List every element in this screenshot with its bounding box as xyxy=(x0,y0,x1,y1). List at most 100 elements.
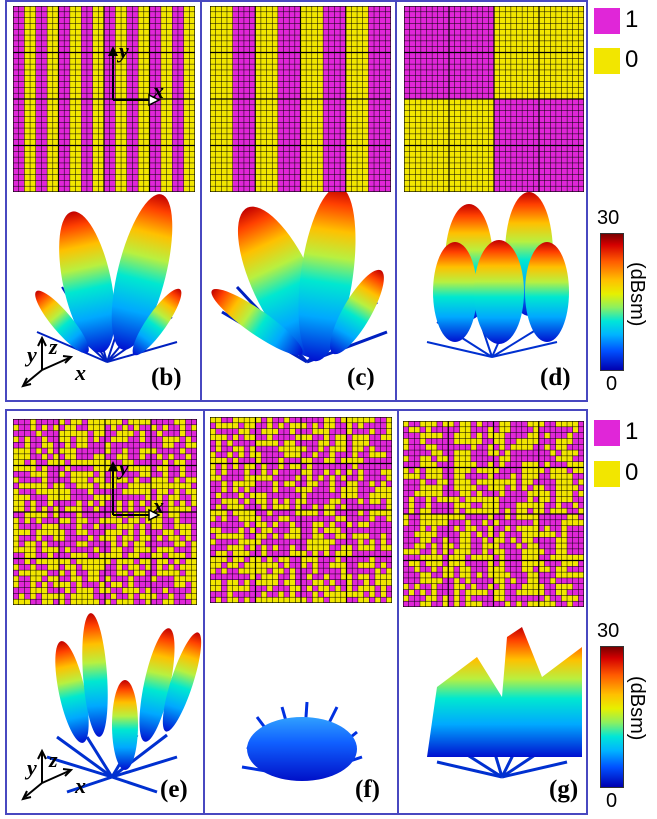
coding-element xyxy=(189,6,195,13)
coding-element xyxy=(126,186,133,192)
coding-element xyxy=(41,570,48,577)
coding-element xyxy=(110,558,117,565)
coding-element xyxy=(522,180,529,187)
coding-element xyxy=(18,6,25,13)
coding-element xyxy=(505,64,512,71)
coding-element xyxy=(98,99,105,106)
coding-element xyxy=(357,139,364,146)
coding-element xyxy=(227,428,234,435)
coding-element xyxy=(522,81,529,88)
coding-element xyxy=(510,116,517,123)
coding-element xyxy=(272,17,279,24)
coding-element xyxy=(482,75,489,82)
coding-element xyxy=(168,535,175,542)
coding-element xyxy=(260,81,267,88)
coding-element xyxy=(191,552,197,559)
coding-element xyxy=(93,459,100,466)
coding-element xyxy=(151,500,158,507)
coding-element xyxy=(18,46,25,53)
coding-element xyxy=(329,492,336,499)
coding-element xyxy=(166,17,173,24)
coding-element xyxy=(172,23,179,30)
coding-element xyxy=(179,523,186,530)
coding-element xyxy=(18,471,25,478)
coding-element xyxy=(191,424,197,431)
coding-element xyxy=(260,93,267,100)
coding-element xyxy=(550,110,557,117)
coding-element xyxy=(494,69,500,77)
coding-element xyxy=(289,568,296,575)
coding-element xyxy=(53,535,60,542)
coding-element xyxy=(232,480,239,488)
coding-element xyxy=(47,122,54,129)
coding-element xyxy=(110,442,117,449)
coding-element xyxy=(52,6,59,13)
coding-element xyxy=(98,133,105,140)
coding-element xyxy=(572,17,579,24)
coding-element xyxy=(306,434,313,441)
coding-element xyxy=(24,430,31,437)
coding-element xyxy=(380,539,387,546)
coding-element xyxy=(386,480,392,488)
coding-element xyxy=(93,482,100,490)
coding-element xyxy=(385,104,391,111)
coding-element xyxy=(346,480,353,488)
coding-element xyxy=(132,128,139,135)
coding-element xyxy=(311,133,318,140)
coding-element xyxy=(482,145,489,152)
coding-element xyxy=(189,162,195,170)
coding-element xyxy=(133,570,140,577)
coding-element xyxy=(69,29,76,36)
coding-element xyxy=(510,122,517,129)
coding-element xyxy=(380,417,387,424)
coding-element xyxy=(99,587,106,594)
coding-element xyxy=(215,6,222,13)
coding-element xyxy=(260,17,267,24)
coding-element xyxy=(24,581,31,588)
coding-element xyxy=(300,6,307,13)
coding-element xyxy=(249,510,256,517)
coding-element xyxy=(295,440,302,447)
coding-element xyxy=(30,419,37,426)
coding-element xyxy=(47,133,54,140)
coding-element xyxy=(522,35,529,42)
coding-element xyxy=(238,122,245,129)
coding-element xyxy=(363,480,370,488)
coding-element xyxy=(362,174,369,181)
coding-element xyxy=(160,6,167,13)
coding-element xyxy=(24,35,31,42)
coding-element xyxy=(567,116,574,123)
coding-element xyxy=(232,521,239,528)
coding-element xyxy=(121,162,128,170)
coding-element xyxy=(533,162,540,170)
coding-element xyxy=(64,35,71,42)
coding-element xyxy=(238,504,245,511)
coding-element xyxy=(47,512,54,519)
coding-element xyxy=(362,116,369,123)
coding-element xyxy=(255,162,262,170)
coding-element xyxy=(221,87,228,94)
coding-element xyxy=(162,424,169,431)
coding-element xyxy=(346,562,353,569)
coding-element xyxy=(160,46,167,53)
coding-element xyxy=(30,162,37,170)
coding-element xyxy=(516,29,523,36)
coding-element xyxy=(232,573,239,581)
coding-element xyxy=(18,75,25,82)
coding-element xyxy=(149,128,156,135)
coding-element xyxy=(92,87,99,94)
coding-element xyxy=(132,186,139,192)
coding-element xyxy=(174,564,181,571)
coding-element xyxy=(295,475,302,482)
coding-element xyxy=(329,498,336,505)
coding-element xyxy=(138,151,145,158)
coding-element xyxy=(335,446,342,453)
coding-element xyxy=(18,506,25,513)
coding-element xyxy=(249,562,256,569)
coding-element xyxy=(232,417,239,424)
coding-element xyxy=(244,428,251,435)
coding-element xyxy=(92,151,99,158)
coding-element xyxy=(179,546,186,553)
coding-element xyxy=(561,35,568,42)
coding-element xyxy=(243,145,250,152)
